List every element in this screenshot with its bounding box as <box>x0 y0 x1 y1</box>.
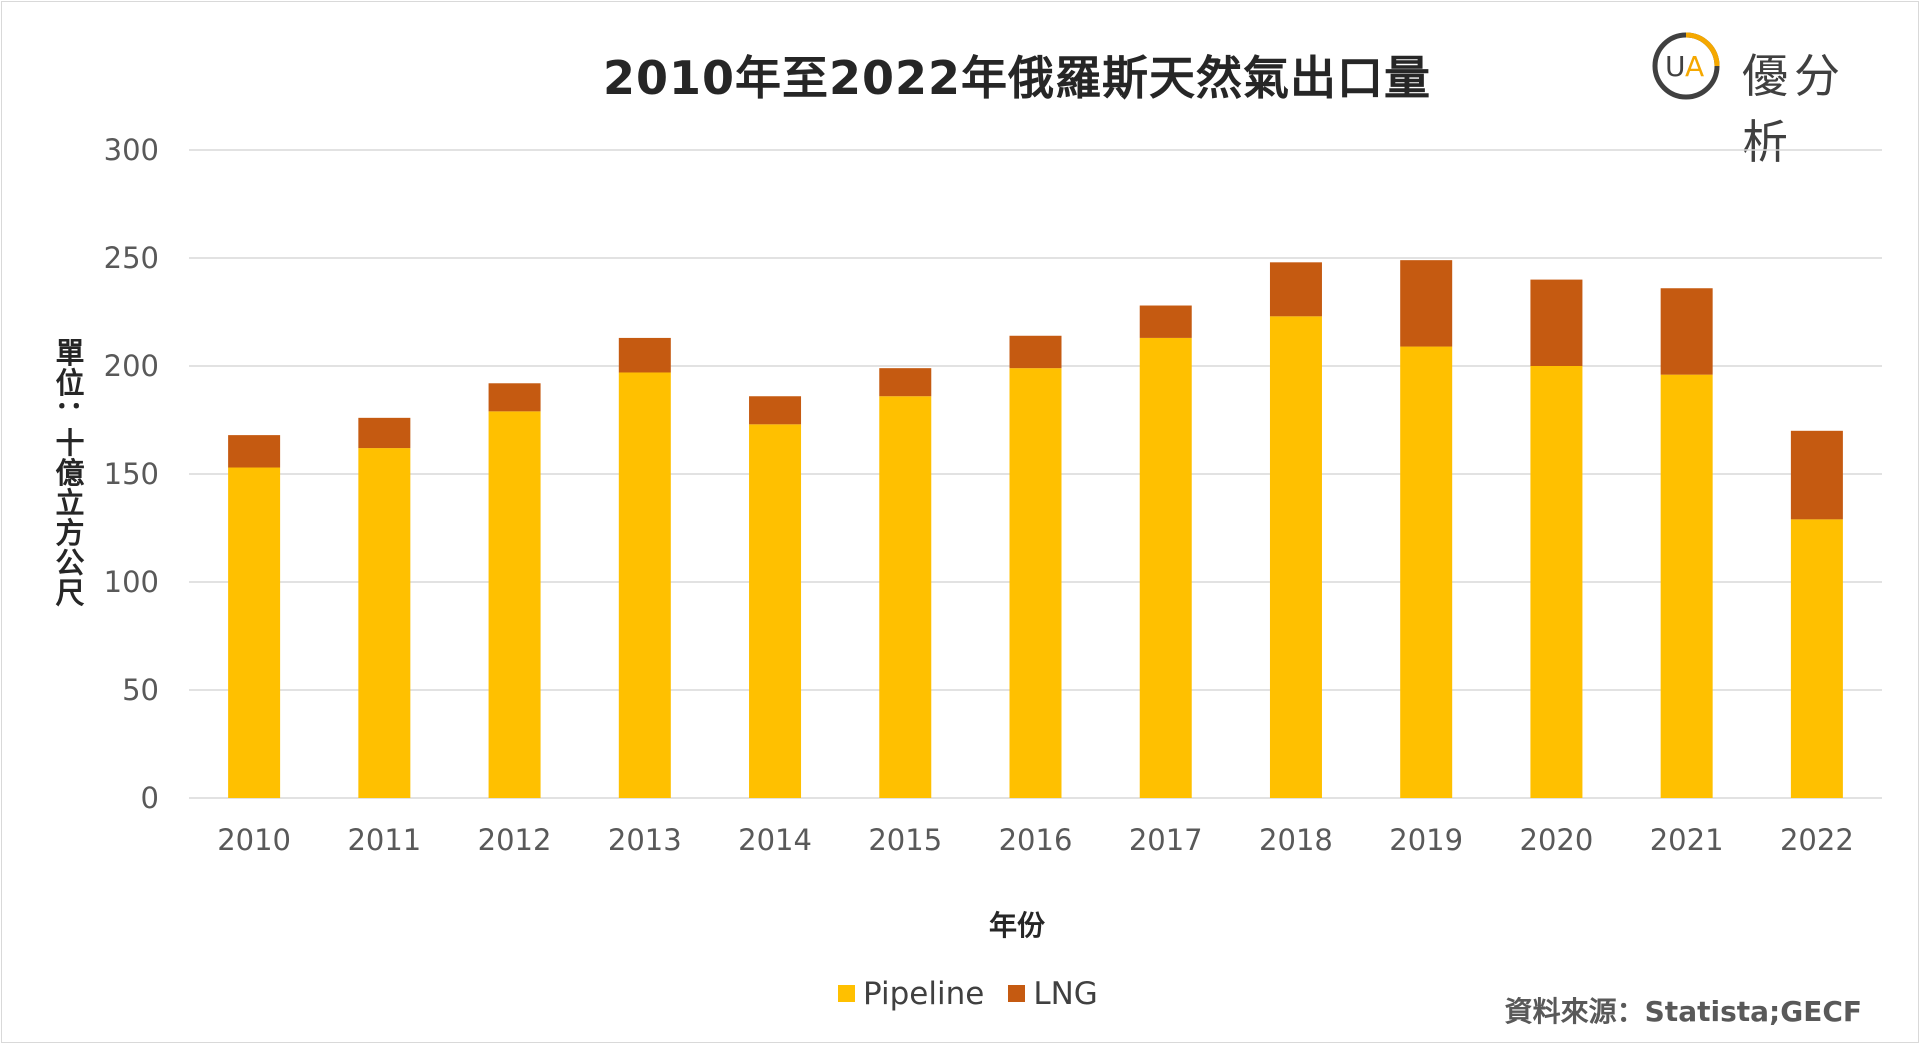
legend-label: Pipeline <box>863 975 985 1012</box>
bar-lng-2017 <box>1139 305 1192 338</box>
x-tick-label: 2019 <box>1389 823 1463 857</box>
bar-pipeline-2013 <box>618 372 671 798</box>
chart-title: 2010年至2022年俄羅斯天然氣出口量 <box>602 51 1432 105</box>
y-axis-label-char: ： <box>53 398 87 428</box>
bar-lng-2020 <box>1530 279 1583 366</box>
bar-pipeline-2012 <box>488 411 541 798</box>
bar-pipeline-2017 <box>1139 337 1192 798</box>
x-tick-label: 2018 <box>1259 823 1333 857</box>
brand-name: 優分析 <box>1742 49 1846 169</box>
bar-pipeline-2015 <box>879 396 932 798</box>
bar-lng-2016 <box>1009 335 1062 369</box>
y-axis-label-char: 公 <box>55 546 85 580</box>
svg-text:A: A <box>1685 50 1704 83</box>
x-tick-label: 2016 <box>999 823 1073 857</box>
bar-lng-2013 <box>618 337 671 373</box>
bar-pipeline-2016 <box>1009 368 1062 798</box>
y-tick-label: 50 <box>122 673 159 707</box>
bar-lng-2022 <box>1790 430 1843 520</box>
y-axis-label-char: 位 <box>55 366 85 400</box>
source-note: 資料來源：Statista;GECF <box>1504 995 1862 1028</box>
y-tick-label: 200 <box>104 349 159 383</box>
bar-pipeline-2021 <box>1660 374 1713 798</box>
bar-pipeline-2019 <box>1400 346 1453 798</box>
y-axis-label-char: 十 <box>55 426 85 460</box>
x-tick-label: 2013 <box>608 823 682 857</box>
x-tick-label: 2020 <box>1520 823 1594 857</box>
legend-label: LNG <box>1033 975 1098 1012</box>
bar-pipeline-2022 <box>1790 519 1843 798</box>
legend: Pipeline LNG <box>838 974 1122 1014</box>
legend-item-pipeline: Pipeline <box>838 976 984 1012</box>
y-axis-label-char: 億 <box>55 456 85 490</box>
x-tick-label: 2011 <box>347 823 421 857</box>
svg-text:U: U <box>1665 50 1686 83</box>
bar-pipeline-2014 <box>749 424 802 798</box>
legend-swatch <box>838 985 855 1002</box>
x-axis-label: 年份 <box>988 909 1045 942</box>
y-tick-label: 300 <box>104 133 159 167</box>
legend-swatch <box>1008 985 1026 1002</box>
y-tick-label: 0 <box>141 781 159 815</box>
bar-lng-2012 <box>488 383 541 412</box>
y-tick-label: 100 <box>104 565 159 599</box>
x-tick-label: 2014 <box>738 823 812 857</box>
bar-lng-2014 <box>749 396 802 425</box>
y-axis-label-char: 尺 <box>55 576 85 610</box>
bar-lng-2011 <box>358 417 411 449</box>
y-axis-label-char: 方 <box>55 516 85 550</box>
x-tick-label: 2022 <box>1780 823 1854 857</box>
bar-pipeline-2010 <box>228 467 281 798</box>
bar-pipeline-2020 <box>1530 366 1583 798</box>
x-tick-label: 2015 <box>868 823 942 857</box>
bar-lng-2021 <box>1660 288 1713 375</box>
bar-lng-2010 <box>228 435 281 468</box>
y-axis-label: 單位：十億立方公尺 <box>48 338 92 608</box>
y-axis-label-char: 立 <box>55 486 85 520</box>
ua-logo-icon: U A <box>1652 32 1720 100</box>
legend-item-lng: LNG <box>1008 975 1098 1012</box>
x-tick-label: 2017 <box>1129 823 1203 857</box>
bar-lng-2019 <box>1400 260 1453 347</box>
x-tick-label: 2010 <box>217 823 291 857</box>
bar-pipeline-2018 <box>1269 316 1322 798</box>
y-tick-label: 150 <box>104 457 159 491</box>
bar-pipeline-2011 <box>358 448 411 798</box>
brand-logo: U A 優分析 <box>1650 30 1890 169</box>
x-tick-label: 2012 <box>478 823 552 857</box>
bar-lng-2015 <box>879 368 932 397</box>
y-tick-label: 250 <box>104 241 159 275</box>
bar-lng-2018 <box>1269 262 1322 317</box>
x-tick-label: 2021 <box>1650 823 1724 857</box>
y-axis-label-char: 單 <box>55 336 85 370</box>
